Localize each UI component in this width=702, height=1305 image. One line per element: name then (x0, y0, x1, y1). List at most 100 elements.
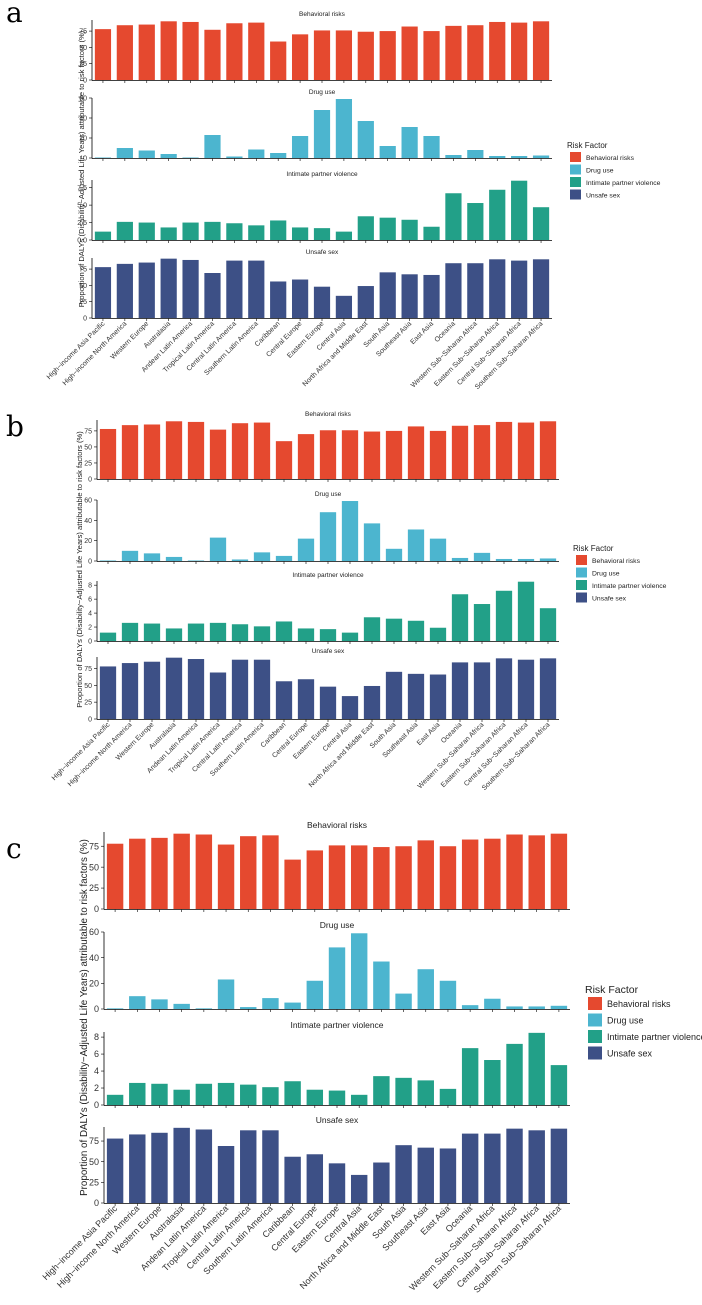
bar (253, 552, 271, 561)
bar (270, 220, 287, 240)
bar (473, 552, 491, 561)
legend-swatch (576, 592, 587, 603)
bar (248, 225, 265, 240)
bar (423, 226, 440, 240)
bar (313, 30, 331, 80)
bar (187, 560, 205, 561)
bar (495, 421, 513, 479)
bar (204, 273, 221, 318)
y-tick-label: 25 (79, 61, 87, 68)
legend-title: Risk Factor (573, 544, 614, 553)
bar (262, 998, 279, 1009)
bar (270, 153, 287, 158)
bar (495, 658, 513, 719)
bar (253, 626, 271, 641)
bar (363, 523, 381, 561)
y-tick-label: 8 (94, 1032, 99, 1042)
bar (401, 219, 418, 240)
bar (275, 621, 293, 641)
y-tick-label: 2 (88, 624, 92, 631)
bar (550, 1128, 568, 1203)
bar (165, 421, 183, 479)
bar (99, 666, 117, 719)
panel-letter-a: a (6, 0, 23, 29)
bar (195, 1008, 213, 1009)
y-tick-label: 75 (79, 267, 87, 274)
bar (121, 550, 139, 561)
bar (395, 1145, 412, 1203)
bar (484, 998, 501, 1009)
bar (231, 659, 249, 719)
subplot-drug-use: Drug use 0 20 40 60 (84, 491, 559, 565)
bar (484, 1133, 501, 1203)
bar (99, 632, 117, 641)
y-tick-label: 6 (94, 1049, 99, 1059)
bar (106, 1094, 124, 1105)
bar (395, 846, 412, 909)
bar (187, 623, 205, 641)
subplot-behavioral-risks: Behavioral risks 0 25 50 75 (79, 11, 552, 84)
bar (350, 1094, 368, 1105)
subplot-title: Unsafe sex (316, 1115, 359, 1125)
y-tick-label: 6 (88, 597, 92, 604)
legend-swatch (576, 567, 587, 578)
bar (151, 999, 168, 1009)
bar (517, 422, 535, 479)
y-tick-label: 25 (89, 883, 99, 893)
y-tick-label: 0 (94, 1004, 99, 1014)
y-tick-label: 50 (89, 1157, 99, 1167)
bar (106, 1008, 124, 1009)
subplot-title: Unsafe sex (306, 249, 339, 256)
bar (217, 979, 235, 1009)
bar (373, 1162, 390, 1203)
y-tick-label: 0 (83, 77, 87, 84)
y-tick-label: 7.5 (77, 185, 87, 192)
y-tick-label: 25 (79, 299, 87, 306)
bar (445, 155, 462, 158)
subplot-title: Behavioral risks (299, 11, 346, 18)
bar (116, 221, 133, 240)
bar (511, 22, 528, 80)
legend-label: Intimate partner violence (607, 1032, 702, 1042)
bar (379, 272, 396, 318)
y-tick-label: 20 (84, 538, 92, 545)
y-tick-label: 20 (79, 135, 87, 142)
bar (341, 696, 359, 719)
bar (94, 29, 112, 81)
y-tick-label: 0 (94, 904, 99, 914)
bar (106, 843, 124, 909)
bar (467, 203, 484, 240)
bar (297, 679, 315, 719)
bar (275, 441, 293, 479)
legend-swatch (576, 580, 587, 590)
bar (473, 425, 491, 479)
y-tick-label: 40 (89, 953, 99, 963)
bar (291, 227, 309, 240)
legend-swatch (588, 997, 602, 1010)
bar (138, 150, 155, 158)
subplot-intimate-partner-violence: Intimate partner violence 0.0 2.5 5.0 7.5 (77, 171, 552, 244)
bar (94, 157, 112, 158)
bar (182, 259, 199, 318)
y-tick-label: 75 (89, 841, 99, 851)
bar (143, 424, 161, 479)
bar (373, 847, 390, 909)
bar (407, 529, 425, 561)
bar (195, 834, 213, 909)
bar (204, 29, 221, 80)
bar (445, 193, 462, 240)
bar (417, 969, 434, 1009)
y-tick-label: 50 (89, 862, 99, 872)
bar (217, 1082, 235, 1105)
bar (335, 30, 353, 80)
subplot-unsafe-sex: Unsafe sex 0 25 50 75 (89, 1115, 570, 1208)
bar (160, 154, 177, 158)
subplot-title: Behavioral risks (307, 820, 367, 830)
bar (306, 850, 324, 909)
y-tick-label: 5.0 (77, 203, 87, 210)
subplot-drug-use: Drug use 0 20 40 60 (89, 920, 570, 1014)
bar (94, 267, 112, 318)
bar (532, 155, 550, 158)
bar (511, 156, 528, 158)
